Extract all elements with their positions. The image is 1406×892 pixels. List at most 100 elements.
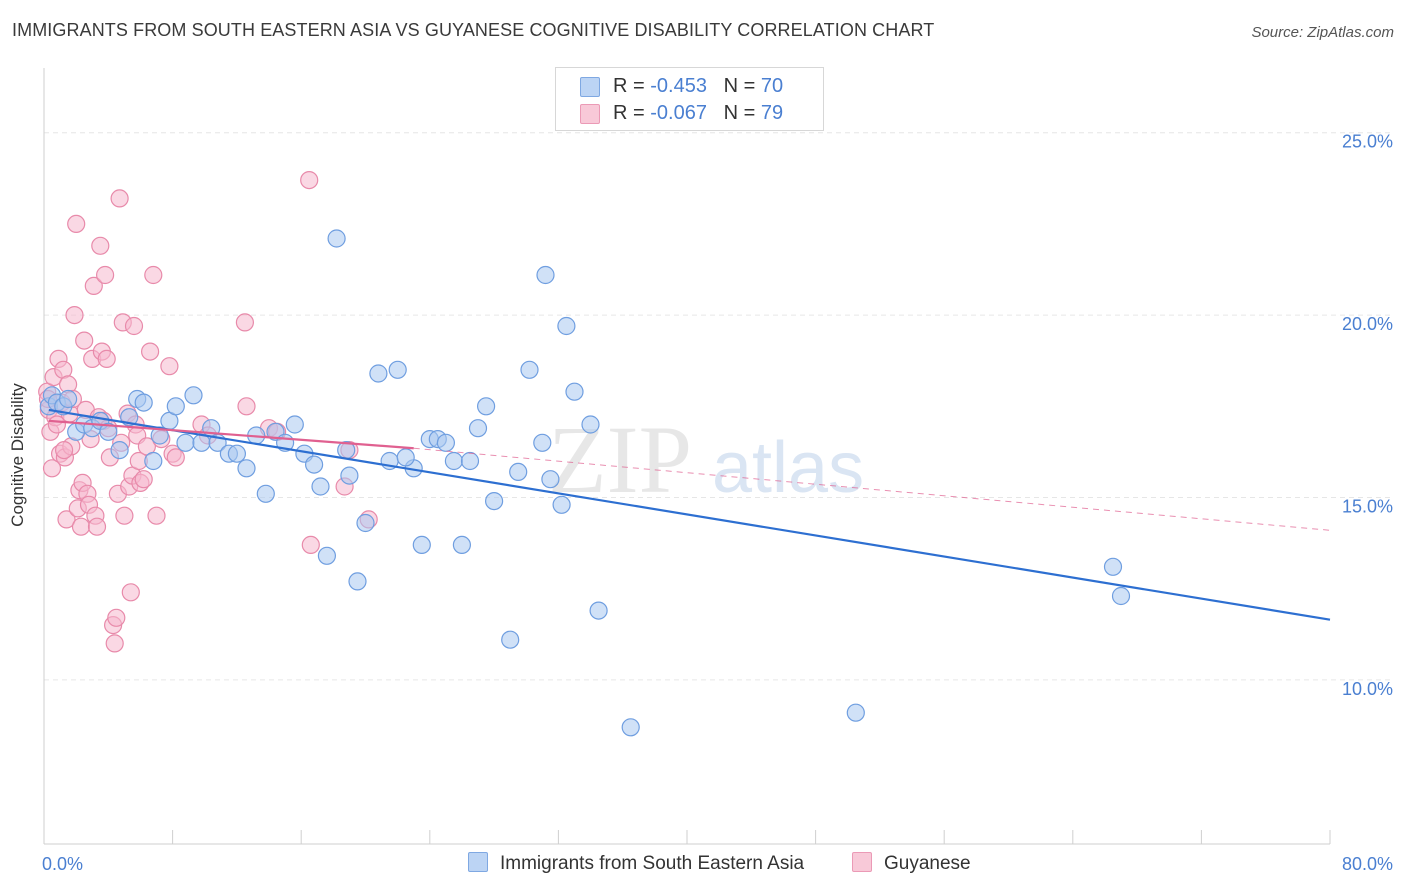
guyanese-point [237, 397, 256, 416]
legend-row-sea: R = -0.453 N = 70 [556, 73, 823, 101]
legend-item-sea: Immigrants from South Eastern Asia [468, 852, 804, 875]
sea-point [477, 397, 496, 416]
guyanese-point [87, 517, 107, 536]
sea-point [227, 444, 246, 463]
sea-point [1103, 557, 1123, 576]
sea-point [846, 703, 865, 722]
sea-point [565, 382, 584, 401]
sea-point [468, 419, 488, 438]
guyanese-point [54, 441, 74, 460]
legend-r-value: -0.067 [650, 102, 707, 124]
guyanese-point [95, 265, 115, 285]
sea-point [348, 572, 367, 591]
trend-lines [48, 408, 1331, 621]
legend-row-guyanese: R = -0.067 N = 79 [556, 100, 823, 128]
sea-point [305, 455, 324, 474]
legend-swatch-blue [468, 852, 488, 872]
guyanese-point [144, 265, 163, 285]
guyanese-point [147, 506, 166, 525]
guyanese-point [121, 583, 140, 602]
sea-immigrants-points [39, 229, 1131, 737]
watermark-atlas: atlas [712, 428, 864, 508]
guyanese-point [75, 331, 94, 350]
sea-point [144, 451, 163, 471]
x-tick-label: 80.0% [1342, 854, 1393, 874]
sea-point [552, 495, 571, 514]
sea-point [485, 492, 504, 511]
sea-point [58, 389, 78, 409]
guyanese-point [84, 276, 103, 295]
sea-point [557, 316, 576, 336]
stats-legend: R = -0.453 N = 70 R = -0.067 N = 79 [555, 67, 824, 131]
sea-point [184, 386, 203, 405]
sea-point [388, 360, 407, 379]
source-note: Source: ZipAtlas.com [1251, 24, 1394, 41]
sea-point [176, 433, 195, 452]
legend-r-value: -0.453 [650, 75, 707, 97]
sea-point [256, 484, 275, 503]
y-tick-label: 10.0% [1342, 679, 1393, 699]
sea-point [520, 360, 539, 379]
legend-n-label: N = [723, 75, 761, 97]
legend-swatch-pink [580, 104, 600, 124]
guyanese-point [124, 316, 144, 336]
guyanese-point [134, 470, 153, 489]
sea-point [436, 433, 455, 452]
sea-point [444, 451, 463, 471]
guyanese-point [110, 189, 129, 208]
sea-point [166, 397, 185, 416]
legend-n-value: 79 [760, 102, 784, 124]
sea-point [356, 513, 375, 533]
legend-r-label: R = [613, 102, 651, 124]
guyanese-point [141, 342, 160, 361]
watermark-zip: ZIP [548, 406, 692, 513]
guyanese-point [105, 634, 124, 653]
sea-trend-line [48, 408, 1331, 621]
legend-label-guyanese: Guyanese [884, 853, 971, 874]
legend-n-value: 70 [760, 75, 784, 97]
x-tick-label: 0.0% [42, 854, 83, 874]
sea-point [285, 415, 304, 434]
sea-point [311, 477, 330, 496]
guyanese-point [300, 171, 319, 190]
guyanese-points [38, 171, 378, 653]
sea-point [589, 601, 608, 620]
guyanese-point [115, 506, 134, 525]
guyanese-point [42, 459, 62, 478]
guyanese-point [235, 313, 254, 332]
legend-swatch-pink [852, 852, 872, 872]
sea-point [621, 718, 640, 737]
legend-label-sea: Immigrants from South Eastern Asia [500, 853, 805, 874]
y-axis-label: Cognitive Disability [8, 383, 27, 527]
sea-point [369, 364, 388, 383]
axes [43, 68, 1331, 845]
sea-point [99, 422, 118, 441]
sea-point [110, 441, 129, 460]
sea-point [501, 630, 520, 649]
sea-point [452, 535, 471, 555]
sea-point [412, 535, 431, 555]
sea-point [533, 433, 552, 452]
legend-r-label: R = [613, 75, 651, 97]
legend-swatch-blue [580, 77, 600, 97]
sea-point [327, 229, 346, 248]
y-tick-label: 15.0% [1342, 496, 1393, 516]
series-legend: Immigrants from South Eastern Asia Guyan… [0, 852, 1406, 878]
y-tick-label: 20.0% [1342, 314, 1393, 334]
sea-point [509, 462, 528, 481]
sea-point [134, 393, 153, 412]
sea-point [396, 448, 415, 467]
y-tick-label: 25.0% [1342, 132, 1393, 152]
sea-point [340, 466, 359, 485]
legend-item-guyanese: Guyanese [852, 852, 971, 875]
guyanese-point [67, 214, 86, 233]
tick-labels: 10.0% 15.0% 20.0% 25.0% 0.0% 80.0% [42, 132, 1393, 874]
guyanese-point [91, 236, 110, 255]
watermark: ZIP atlas [548, 406, 864, 513]
guyanese-point [71, 517, 91, 536]
sea-point [460, 451, 480, 471]
guyanese-point [97, 349, 116, 368]
legend-n-label: N = [723, 102, 761, 124]
guyanese-point [166, 448, 185, 467]
